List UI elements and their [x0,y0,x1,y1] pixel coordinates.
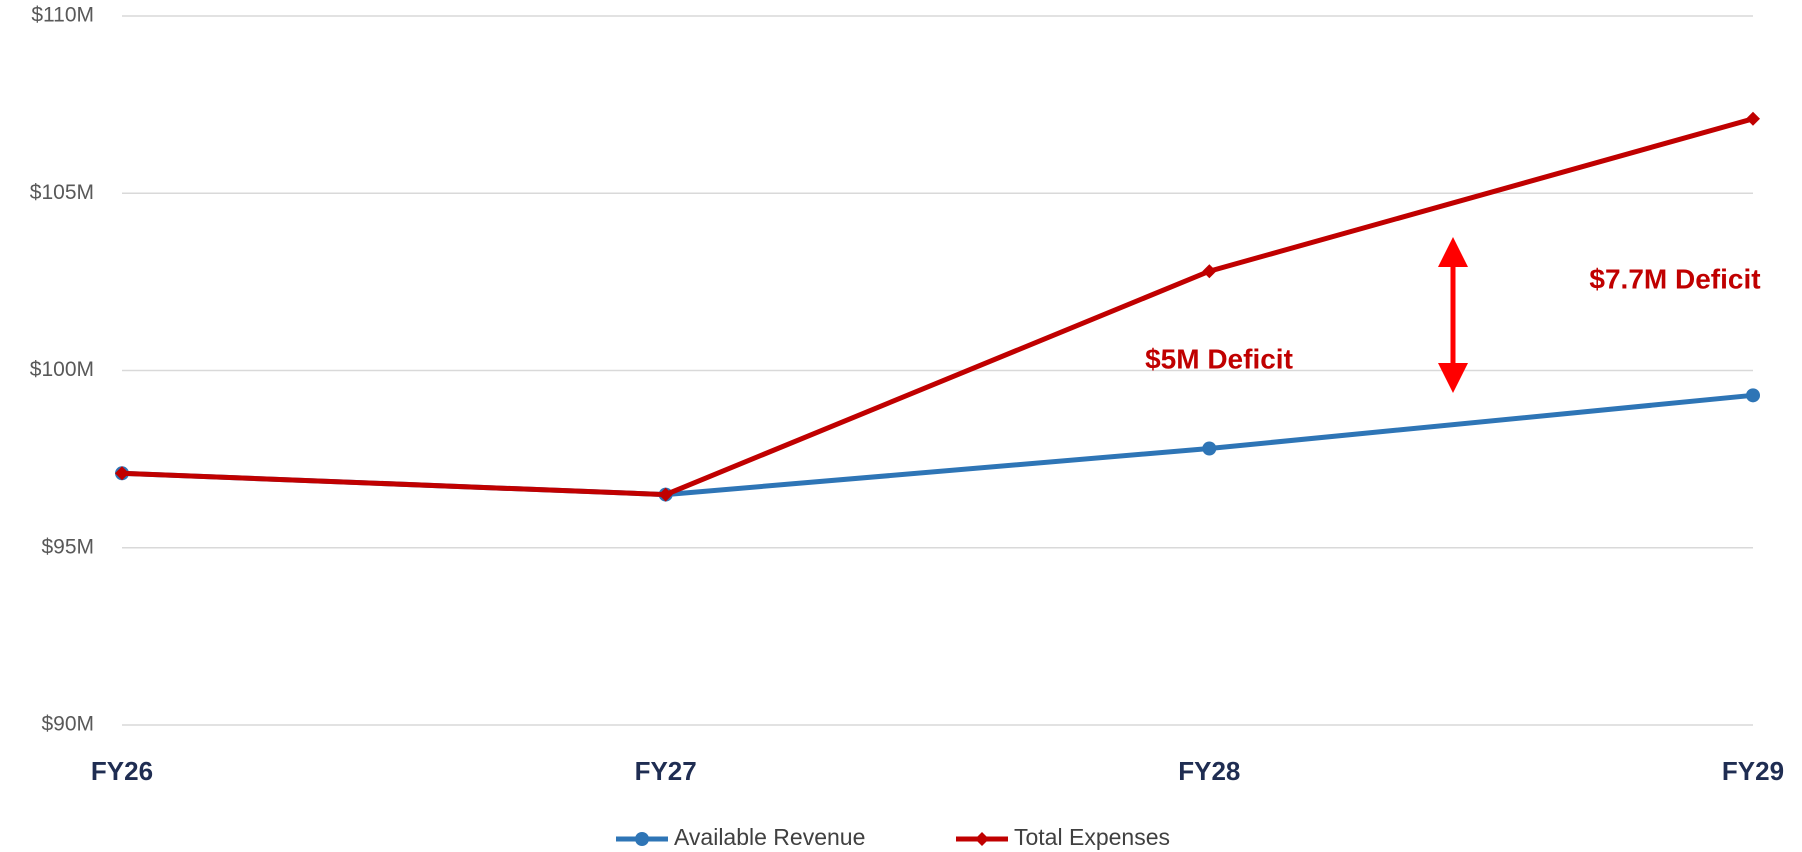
legend-label: Available Revenue [674,824,865,850]
data-point [1202,441,1217,456]
data-point [635,832,649,846]
data-point [1202,264,1217,279]
x-tick-label: FY26 [91,756,153,786]
series-line [121,392,1754,498]
data-point [115,466,129,481]
x-tick-label: FY28 [1178,756,1240,786]
series-line [121,116,1754,498]
annotation: $7.7M Deficit [1589,263,1760,294]
legend-label: Total Expenses [1014,824,1170,850]
data-point [975,832,989,846]
y-tick-label: $105M [30,181,94,204]
y-tick-label: $100M [30,358,94,381]
plot: $90M $95M $100M $105M $110M FY26 FY27 FY28 FY29 A… [30,4,1784,851]
x-tick-label: FY27 [635,756,697,786]
annotation: $5M Deficit [1145,343,1293,374]
data-point [1746,111,1760,126]
x-tick-label: FY29 [1722,756,1784,786]
data-point [658,487,673,502]
y-tick-label: $95M [41,535,94,558]
y-tick-label: $90M [41,713,94,736]
y-tick-label: $110M [31,4,94,27]
data-point [1746,388,1760,403]
